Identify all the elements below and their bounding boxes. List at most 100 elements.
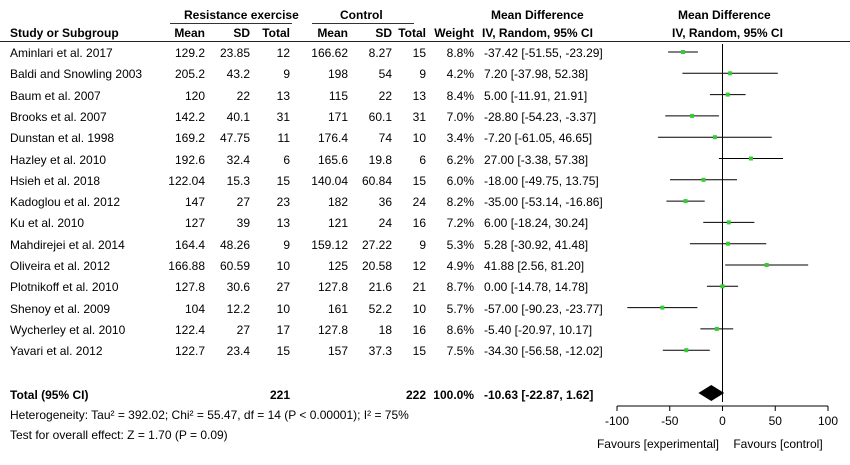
mean-exp: 120 bbox=[184, 89, 205, 103]
column-sd-ctrl: SD bbox=[375, 26, 392, 40]
sd-exp: 23.85 bbox=[219, 46, 250, 60]
sd-ctrl: 60.1 bbox=[368, 110, 392, 124]
sd-ctrl: 20.58 bbox=[361, 259, 392, 273]
sd-ctrl: 27.22 bbox=[361, 238, 392, 252]
header-rule bbox=[0, 41, 850, 42]
mean-exp: 192.6 bbox=[174, 153, 205, 167]
column-study: Study or Subgroup bbox=[10, 26, 119, 40]
point-estimate-1 bbox=[681, 50, 686, 54]
sd-exp: 48.26 bbox=[219, 238, 250, 252]
column-md-ci: IV, Random, 95% CI bbox=[482, 26, 593, 40]
mean-exp: 104 bbox=[184, 302, 205, 316]
mean-ctrl: 166.62 bbox=[311, 46, 348, 60]
mean-ctrl: 182 bbox=[327, 195, 348, 209]
column-sd-exp: SD bbox=[233, 26, 250, 40]
weight: 7.0% bbox=[446, 110, 474, 124]
weight: 8.7% bbox=[446, 280, 474, 294]
md-ci: 5.28 [-30.92, 41.48] bbox=[484, 238, 589, 252]
study-name: Hazley et al. 2010 bbox=[10, 153, 107, 167]
total-md-ci: -10.63 [-22.87, 1.62] bbox=[484, 388, 594, 402]
mean-exp: 147 bbox=[184, 195, 205, 209]
mean-exp: 164.4 bbox=[174, 238, 205, 252]
mean-exp: 122.4 bbox=[174, 323, 205, 337]
md-ci: -28.80 [-54.23, -3.37] bbox=[484, 110, 597, 124]
weight: 8.4% bbox=[446, 89, 474, 103]
md-ci: 7.20 [-37.98, 52.38] bbox=[484, 67, 589, 81]
total-exp-sum: 221 bbox=[269, 388, 290, 402]
mean-ctrl: 125 bbox=[327, 259, 348, 273]
mean-exp: 166.88 bbox=[168, 259, 205, 273]
mean-ctrl: 140.04 bbox=[311, 174, 348, 188]
total-label: Total (95% CI) bbox=[10, 388, 89, 402]
point-estimate-3 bbox=[725, 92, 730, 97]
total-ctrl: 10 bbox=[412, 302, 426, 316]
mean-ctrl: 161 bbox=[327, 302, 348, 316]
plot-subtitle: IV, Random, 95% CI bbox=[672, 26, 783, 40]
total-exp: 10 bbox=[276, 259, 290, 273]
total-ctrl: 15 bbox=[412, 344, 426, 358]
mean-ctrl: 176.4 bbox=[317, 131, 348, 145]
total-exp: 9 bbox=[283, 238, 290, 252]
mean-ctrl: 157 bbox=[327, 344, 348, 358]
weight: 6.0% bbox=[446, 174, 474, 188]
group1-rule bbox=[170, 23, 292, 24]
point-estimate-6 bbox=[748, 156, 753, 161]
mean-ctrl: 115 bbox=[328, 89, 348, 103]
mean-ctrl: 127.8 bbox=[317, 323, 348, 337]
total-ctrl: 16 bbox=[412, 216, 426, 230]
total-ctrl: 13 bbox=[412, 89, 426, 103]
total-ctrl: 16 bbox=[412, 323, 426, 337]
md-ci: 27.00 [-3.38, 57.38] bbox=[484, 153, 589, 167]
sd-ctrl: 36 bbox=[378, 195, 392, 209]
sd-exp: 27 bbox=[236, 323, 250, 337]
mean-exp: 122.04 bbox=[168, 174, 205, 188]
total-ctrl: 21 bbox=[412, 280, 426, 294]
md-ci: -57.00 [-90.23, -23.77] bbox=[484, 302, 603, 316]
x-tick-label-2: -50 bbox=[661, 414, 679, 428]
mean-exp: 142.2 bbox=[174, 110, 205, 124]
favours-control-label: Favours [control] bbox=[733, 437, 823, 451]
sd-ctrl: 52.2 bbox=[368, 302, 392, 316]
x-tick-label-5: 100 bbox=[818, 414, 838, 428]
point-estimate-5 bbox=[712, 135, 717, 140]
md-ci: 6.00 [-18.24, 30.24] bbox=[484, 216, 589, 230]
study-name: Brooks et al. 2007 bbox=[10, 110, 107, 124]
md-ci: -34.30 [-56.58, -12.02] bbox=[484, 344, 603, 358]
md-ci: -7.20 [-61.05, 46.65] bbox=[484, 131, 593, 145]
study-name: Dunstan et al. 1998 bbox=[10, 131, 115, 145]
point-estimate-4 bbox=[690, 113, 695, 118]
point-estimate-7 bbox=[701, 177, 706, 182]
point-estimate-9 bbox=[726, 220, 731, 225]
column-total-exp: Total bbox=[262, 26, 290, 40]
study-name: Oliveira et al. 2012 bbox=[10, 259, 111, 273]
study-name: Kadoglou et al. 2012 bbox=[10, 195, 121, 209]
total-exp: 17 bbox=[276, 323, 290, 337]
total-ctrl: 9 bbox=[419, 238, 426, 252]
total-exp: 15 bbox=[276, 174, 290, 188]
point-estimate-8 bbox=[683, 199, 688, 204]
sd-ctrl: 74 bbox=[378, 131, 392, 145]
x-tick-label-4: 50 bbox=[769, 414, 783, 428]
sd-exp: 40.1 bbox=[226, 110, 250, 124]
md-ci: -35.00 [-53.14, -16.86] bbox=[484, 195, 603, 209]
favours-experimental-label: Favours [experimental] bbox=[596, 437, 720, 451]
sd-exp: 22 bbox=[236, 89, 250, 103]
total-ctrl: 6 bbox=[419, 153, 426, 167]
heterogeneity-text: Heterogeneity: Tau² = 392.02; Chi² = 55.… bbox=[10, 408, 409, 422]
weight: 7.5% bbox=[446, 344, 474, 358]
total-ctrl: 9 bbox=[419, 67, 426, 81]
point-estimate-14 bbox=[714, 326, 719, 331]
pooled-diamond bbox=[698, 385, 725, 401]
total-ctrl-sum: 222 bbox=[405, 388, 426, 402]
total-exp: 13 bbox=[276, 89, 290, 103]
mean-ctrl: 165.6 bbox=[317, 153, 348, 167]
sd-ctrl: 21.6 bbox=[368, 280, 392, 294]
column-mean-exp: Mean bbox=[174, 26, 205, 40]
column-weight: Weight bbox=[434, 26, 474, 40]
sd-exp: 32.4 bbox=[226, 153, 250, 167]
sd-ctrl: 24 bbox=[378, 216, 392, 230]
study-name: Baldi and Snowling 2003 bbox=[10, 67, 143, 81]
weight: 8.6% bbox=[446, 323, 474, 337]
sd-exp: 43.2 bbox=[226, 67, 250, 81]
mean-exp: 122.7 bbox=[174, 344, 205, 358]
